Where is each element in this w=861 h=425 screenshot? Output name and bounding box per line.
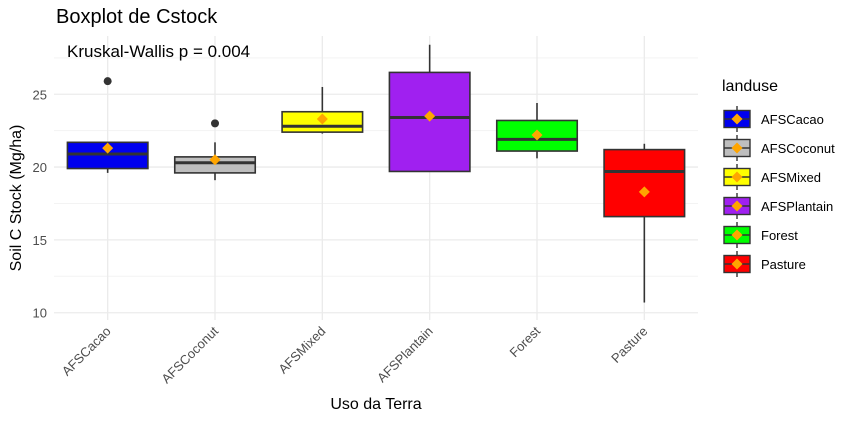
legend-label-afscacao: AFSCacao <box>761 112 824 127</box>
box-pasture <box>604 150 685 217</box>
legend-label-afsplantain: AFSPlantain <box>761 199 833 214</box>
legend-label-afscoconut: AFSCoconut <box>761 141 835 156</box>
legend-label-pasture: Pasture <box>761 257 806 272</box>
legend-label-forest: Forest <box>761 228 798 243</box>
outlier-point <box>104 77 112 85</box>
x-tick-label: AFSCacao <box>59 324 114 379</box>
legend-title: landuse <box>722 78 778 96</box>
x-axis-label: Uso da Terra <box>330 396 421 414</box>
x-tick-label: Forest <box>506 323 543 360</box>
x-tick-label: AFSMixed <box>275 324 328 377</box>
kruskal-wallis-annotation: Kruskal-Wallis p = 0.004 <box>67 42 250 62</box>
boxplot-chart: 10 15 20 25 AFSCacao AFSCoconut AFSMixed AFSPla… <box>0 0 861 425</box>
x-tick-label: AFSCoconut <box>158 323 221 386</box>
legend-label-afsmixed: AFSMixed <box>761 170 821 185</box>
x-tick-label: AFSPlantain <box>374 324 436 386</box>
y-tick-label: 25 <box>33 87 47 102</box>
y-axis-label: Soil C Stock (Mg/ha) <box>8 125 26 272</box>
x-tick-label: Pasture <box>608 324 650 366</box>
y-tick-label: 20 <box>33 160 47 175</box>
box-afsplantain <box>389 72 470 171</box>
chart-title: Boxplot de Cstock <box>56 6 217 29</box>
outlier-point <box>211 119 219 127</box>
y-tick-label: 10 <box>33 306 47 321</box>
y-tick-label: 15 <box>33 233 47 248</box>
